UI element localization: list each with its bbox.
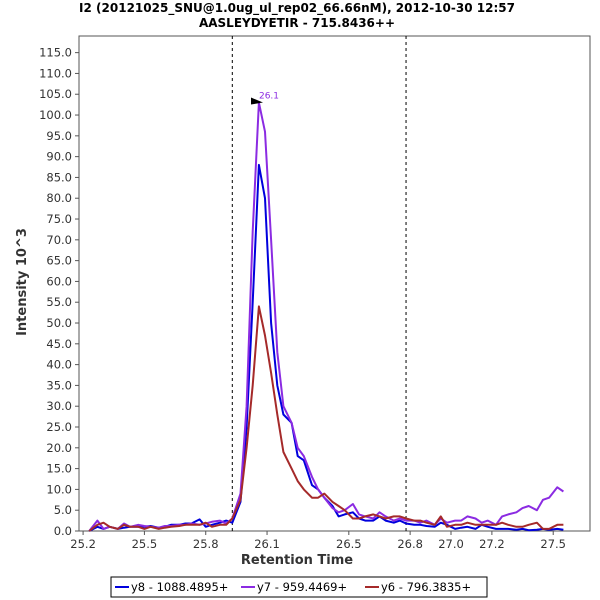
legend-box — [110, 576, 488, 598]
y-tick-label: 105.0 — [39, 87, 72, 101]
x-tick-label: 26.8 — [397, 537, 423, 551]
chart-title-line2: AASLEYDYETIR - 715.8436++ — [199, 16, 395, 30]
integration-boundaries — [231, 36, 407, 531]
y-tick-label: 25.0 — [46, 420, 72, 434]
legend-entry: y8 - 1088.4895+ — [131, 580, 228, 594]
y-tick-label: 60.0 — [46, 274, 72, 288]
y-tick-label: 85.0 — [46, 170, 72, 184]
x-tick-label: 25.5 — [132, 537, 158, 551]
y-tick-label: 80.0 — [46, 191, 72, 205]
y-tick-label: 10.0 — [46, 482, 72, 496]
y-tick-label: 55.0 — [46, 295, 72, 309]
y-tick-label: 50.0 — [46, 316, 72, 330]
x-tick-label: 26.5 — [336, 537, 362, 551]
series-line-y6 — [88, 305, 564, 532]
series-line-y7 — [88, 101, 564, 532]
y-tick-label: 95.0 — [46, 129, 72, 143]
series-lines — [88, 101, 564, 532]
y-tick-label: 15.0 — [46, 462, 72, 476]
y-tick-label: 115.0 — [39, 46, 72, 60]
y-tick-label: 75.0 — [46, 212, 72, 226]
x-tick-label: 25.2 — [70, 537, 96, 551]
x-tick-label: 26.1 — [254, 537, 280, 551]
y-tick-label: 45.0 — [46, 337, 72, 351]
plot-area — [78, 35, 591, 532]
y-tick-label: 90.0 — [46, 150, 72, 164]
y-tick-label: 100.0 — [39, 108, 72, 122]
y-tick-label: 40.0 — [46, 358, 72, 372]
x-tick-label: 25.8 — [193, 537, 219, 551]
y-tick-label: 35.0 — [46, 378, 72, 392]
y-tick-label: 110.0 — [39, 66, 72, 80]
x-axis: 25.2 25.5 25.8 26.1 26.5 26.8 27.0 27.2 27.5 — [70, 531, 566, 551]
x-tick-label: 27.5 — [540, 537, 566, 551]
chart-title-line1: I2 (20121025_SNU@1.0ug_ul_rep02_66.66nM)… — [79, 1, 515, 16]
peak-label: 26.1 — [259, 92, 279, 102]
y-axis: 0.0 5.0 10.0 15.0 20.0 25.0 30.0 35.0 40.0 45.0 50… — [39, 46, 79, 538]
legend-entry: y6 - 796.3835+ — [381, 580, 471, 594]
peak-arrow-icon — [251, 97, 264, 105]
y-tick-label: 70.0 — [46, 233, 72, 247]
y-tick-label: 20.0 — [46, 441, 72, 455]
x-tick-label: 27.2 — [479, 537, 505, 551]
x-axis-label: Retention Time — [241, 553, 353, 568]
legend: y8 - 1088.4895+ y7 - 959.4469+ y6 - 796.38… — [110, 576, 488, 598]
y-tick-label: 30.0 — [46, 399, 72, 413]
y-tick-label: 0.0 — [54, 524, 72, 538]
legend-entry: y7 - 959.4469+ — [257, 580, 347, 594]
y-tick-label: 65.0 — [46, 254, 72, 268]
y-tick-label: 5.0 — [54, 503, 72, 517]
x-tick-label: 27.0 — [438, 537, 464, 551]
y-axis-label: Intensity 10^3 — [15, 228, 30, 336]
peak-annotation: 26.1 — [251, 92, 279, 105]
